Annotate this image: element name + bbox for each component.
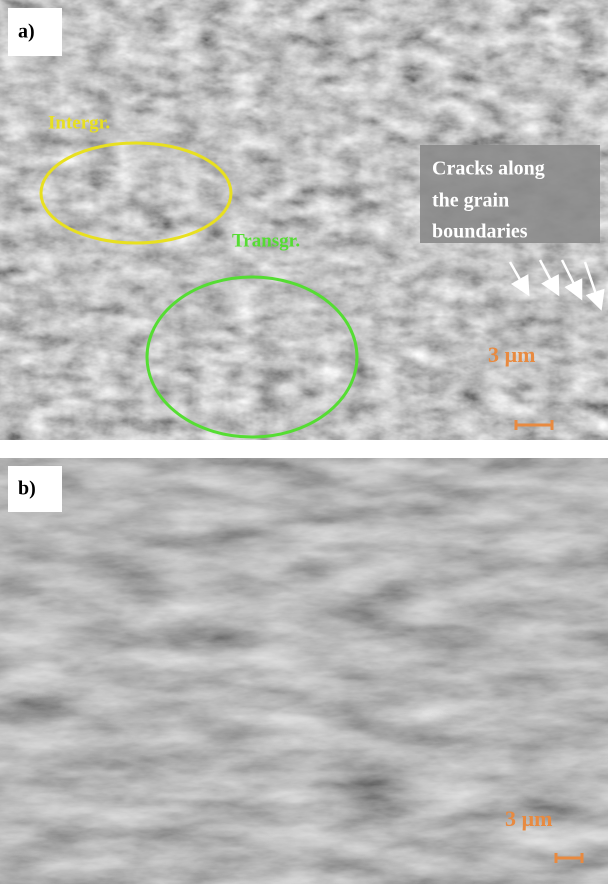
note-line: the grain [432, 190, 509, 212]
scale-label: 3 µm [488, 342, 536, 367]
transgranular-label: Transgr. [232, 230, 300, 251]
figure: a) Intergr. Transgr. Cracks along the gr… [0, 0, 608, 884]
panel-a: a) Intergr. Transgr. Cracks along the gr… [0, 0, 608, 440]
note-line: Cracks along [432, 158, 545, 180]
scale-label: 3 µm [505, 806, 553, 831]
intergranular-label: Intergr. [48, 112, 110, 133]
label-box [8, 8, 62, 56]
panel-b: b) 3 µm [0, 458, 608, 884]
panel-label: a) [18, 21, 35, 43]
note-line: boundaries [432, 221, 528, 243]
panel-label: b) [18, 478, 36, 500]
